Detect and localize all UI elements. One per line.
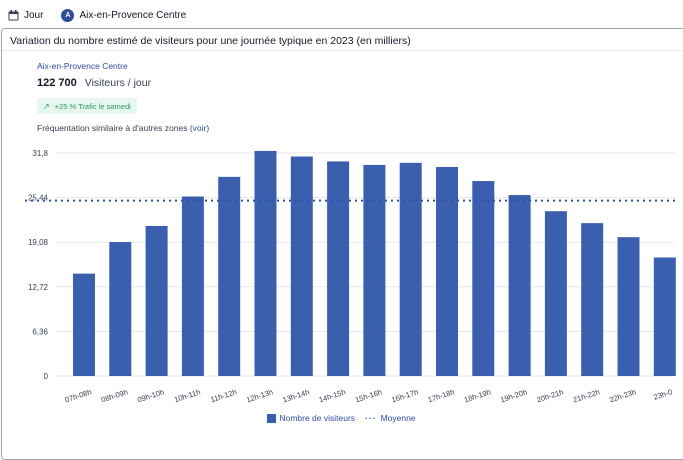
panel-title: Variation du nombre estimé de visiteurs … [10, 35, 411, 47]
x-tick-label: 17h-18h [427, 387, 456, 404]
chart-legend: Nombre de visiteurs ··· Moyenne [0, 413, 683, 423]
panel-divider [2, 50, 683, 51]
x-tick-label: 14h-15h [318, 387, 347, 404]
bar [544, 211, 567, 376]
x-tick-label: 16h-17h [390, 387, 419, 404]
y-tick-label: 6,36 [32, 327, 48, 336]
visitors-value: 122 700 [37, 77, 77, 89]
legend-visitors-swatch [267, 413, 277, 423]
x-tick-label: 08h-09h [100, 387, 129, 404]
bar [73, 273, 95, 376]
visitors-stat: 122 700 Visiteurs / jour [37, 77, 151, 89]
x-tick-label: 12h-13h [245, 387, 274, 404]
y-tick-label: 0 [44, 372, 49, 381]
legend-average[interactable]: ··· Moyenne [365, 413, 415, 423]
x-tick-label: 09h-10h [136, 387, 165, 404]
period-selector[interactable]: Jour [8, 9, 44, 21]
similar-text: Fréquentation similaire à d'autres zones [37, 123, 188, 133]
x-tick-label: 22h-23h [608, 387, 637, 404]
x-tick-label: 23h-0 [652, 387, 673, 401]
legend-average-label: Moyenne [380, 413, 416, 423]
bar [109, 242, 132, 376]
bar [653, 257, 676, 376]
trend-badge-text: +25 % Trafic le samedi [54, 101, 131, 111]
zone-name: Aix-en-Provence Centre [37, 61, 128, 71]
y-tick-label: 25,44 [28, 194, 49, 203]
y-tick-label: 19,08 [28, 238, 49, 247]
top-filter-bar: Jour A Aix-en-Provence Centre [8, 6, 204, 24]
bar [145, 225, 168, 376]
y-tick-label: 12,72 [28, 283, 49, 292]
similar-link[interactable]: (voir) [189, 123, 210, 133]
y-tick-label: 31,8 [32, 149, 48, 158]
bar [327, 161, 350, 376]
visitors-bar-chart: 0 6,36 12,72 19,08 25,44 31,8 07h-08h 08h-09h 09… [25, 149, 676, 404]
bar [617, 237, 640, 376]
x-tick-label: 07h-08h [64, 387, 93, 404]
arrow-up-right-icon: ↗ [43, 101, 50, 111]
x-tick-label: 19h-20h [499, 387, 528, 404]
bar [218, 176, 241, 376]
similar-zones: Fréquentation similaire à d'autres zones… [37, 123, 209, 133]
bar [181, 196, 204, 376]
period-label: Jour [24, 9, 44, 21]
x-tick-label: 11h-12h [209, 387, 237, 404]
trend-badge: ↗ +25 % Trafic le samedi [37, 98, 137, 114]
x-tick-label: 21h-22h [572, 387, 601, 404]
bar [254, 150, 277, 376]
bar [363, 164, 386, 376]
bar [508, 195, 531, 376]
bar [399, 162, 422, 376]
x-tick-label: 18h-19h [463, 387, 492, 404]
bar [436, 167, 458, 376]
zone-selector[interactable]: A Aix-en-Provence Centre [61, 8, 187, 22]
x-tick-label: 20h-21h [536, 387, 565, 404]
bar [581, 223, 604, 376]
legend-visitors-label: Nombre de visiteurs [279, 413, 356, 423]
legend-visitors[interactable]: Nombre de visiteurs [267, 413, 355, 423]
zone-marker-icon: A [61, 8, 75, 22]
x-tick-label: 15h-16h [354, 387, 383, 404]
bar [472, 181, 495, 376]
visitors-unit: Visiteurs / jour [84, 77, 152, 89]
zone-label: Aix-en-Provence Centre [79, 9, 187, 21]
x-tick-label: 10h-11h [173, 387, 201, 404]
x-tick-label: 13h-14h [281, 387, 310, 404]
legend-average-dots: ··· [365, 413, 377, 423]
calendar-icon [8, 9, 19, 21]
bar [290, 156, 313, 376]
